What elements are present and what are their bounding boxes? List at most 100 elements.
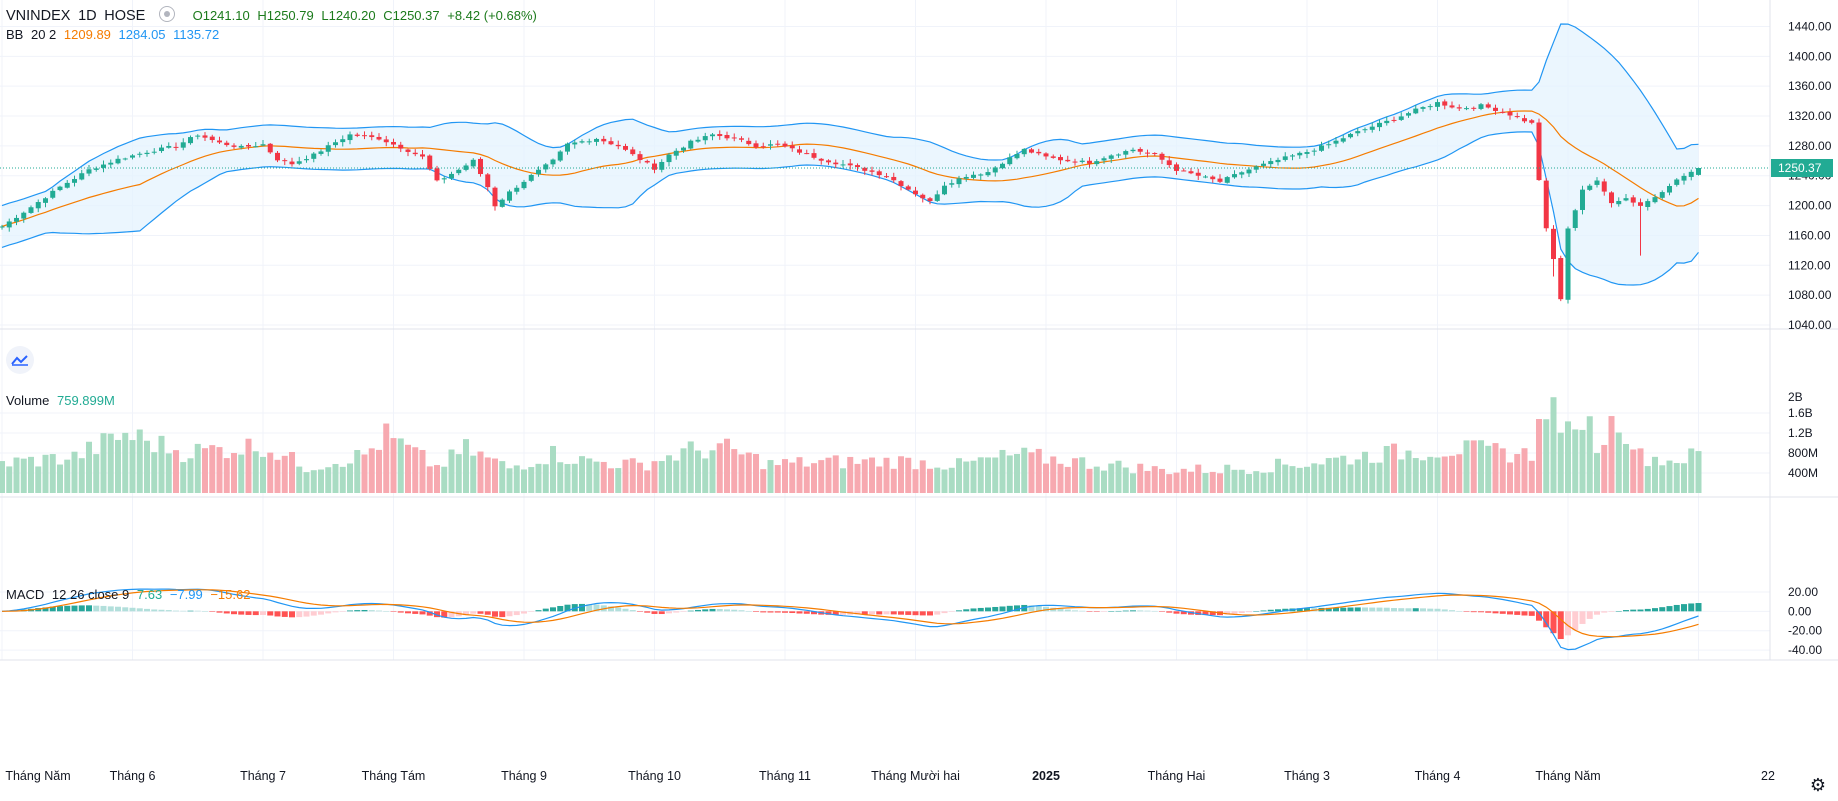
volume-bar: [637, 462, 643, 493]
volume-bar: [724, 438, 730, 493]
candle-body: [594, 138, 599, 142]
time-tick-label[interactable]: Tháng Tám: [362, 769, 426, 783]
time-tick-label[interactable]: Tháng 7: [240, 769, 286, 783]
candle-body: [1311, 150, 1317, 152]
volume-bar: [963, 461, 970, 493]
macd-histogram-bar: [673, 611, 680, 613]
interval-label[interactable]: 1D: [78, 8, 97, 24]
bb-legend[interactable]: BB 20 2 1209.89 1284.05 1135.72: [6, 27, 223, 43]
candle-body: [1253, 166, 1259, 170]
macd-name[interactable]: MACD: [6, 587, 45, 602]
macd-histogram-bar: [637, 611, 643, 612]
time-tick-label[interactable]: 22: [1761, 769, 1775, 783]
macd-histogram-bar: [1369, 607, 1376, 612]
volume-bar: [310, 470, 317, 493]
candle-body: [1319, 145, 1324, 151]
time-tick-label[interactable]: Tháng Mười hai: [871, 769, 960, 783]
time-tick-label[interactable]: Tháng Hai: [1148, 769, 1206, 783]
candle-body: [311, 153, 317, 159]
time-tick-label[interactable]: Tháng 11: [759, 769, 811, 783]
bb-basis-value: 1209.89: [63, 27, 111, 42]
macd-pane[interactable]: [1, 588, 1702, 651]
volume-bar: [832, 455, 839, 493]
volume-bar: [1231, 469, 1238, 493]
candle-body: [318, 151, 324, 154]
settings-gear-icon[interactable]: ⚙: [1809, 775, 1826, 795]
macd-histogram-bar: [1514, 611, 1521, 615]
macd-histogram-bar: [1405, 608, 1412, 612]
volume-bar: [1681, 463, 1687, 493]
candle-body: [840, 164, 846, 166]
time-tick-label[interactable]: Tháng 9: [501, 769, 547, 783]
volume-legend[interactable]: Volume 759.899M: [6, 393, 119, 409]
candle-body: [1232, 174, 1237, 178]
macd-histogram-bar: [1151, 610, 1158, 612]
time-tick-label[interactable]: Tháng Năm: [5, 769, 70, 783]
time-tick-label[interactable]: Tháng 10: [628, 769, 681, 783]
time-tick-label[interactable]: Tháng 6: [110, 769, 156, 783]
time-tick-label[interactable]: Tháng 4: [1415, 769, 1461, 783]
volume-bar: [774, 465, 781, 493]
candle-body: [652, 163, 657, 170]
volume-bar: [1666, 460, 1673, 493]
candle-body: [166, 145, 172, 148]
macd-histogram-bar: [274, 611, 281, 617]
volume-bar: [463, 439, 469, 493]
macd-legend[interactable]: MACD 12 26 close 9 7.63 −7.99 −15.62: [6, 587, 254, 603]
volume-bar: [796, 457, 803, 493]
volume-bar: [927, 468, 933, 493]
main-legend[interactable]: VNINDEX 1D HOSE O1241.10 H1250.79 L1240.…: [6, 6, 541, 24]
volume-bar: [1151, 466, 1158, 493]
tradingview-logo-icon[interactable]: [6, 346, 34, 374]
candle-body: [1442, 101, 1448, 106]
macd-histogram-bar: [434, 611, 440, 618]
volume-pane[interactable]: [0, 397, 1702, 493]
candle-body: [1580, 189, 1585, 210]
macd-histogram-bar: [1463, 611, 1470, 612]
macd-histogram-bar: [825, 611, 832, 615]
volume-bar: [1050, 456, 1057, 493]
candle-body: [340, 139, 346, 143]
volume-bar: [970, 460, 977, 493]
macd-histogram-bar: [1180, 611, 1187, 615]
candle-body: [1529, 120, 1535, 123]
volume-tick-label: 2B: [1788, 390, 1803, 404]
time-tick-label[interactable]: Tháng Năm: [1535, 769, 1600, 783]
volume-bar: [840, 468, 846, 493]
volume-bar: [448, 449, 455, 493]
volume-name[interactable]: Volume: [6, 393, 50, 408]
macd-histogram-bar: [1057, 608, 1064, 612]
candle-body: [514, 187, 520, 192]
candle-body: [180, 142, 186, 148]
macd-line-value: −7.99: [169, 587, 203, 602]
candle-body: [151, 151, 157, 153]
candle-body: [891, 176, 897, 181]
macd-histogram-bar: [1035, 605, 1042, 612]
macd-histogram-bar: [202, 611, 208, 612]
candle-body: [1029, 149, 1034, 153]
price-axis[interactable]: 1040.001080.001120.001160.001200.001240.…: [1771, 19, 1833, 657]
time-axis[interactable]: Tháng Năm Tháng 6 Tháng 7 Tháng Tám Tháng 9 T…: [5, 769, 1775, 783]
time-tick-label[interactable]: Tháng 3: [1284, 769, 1330, 783]
volume-bar: [992, 457, 999, 493]
candle-body: [188, 137, 193, 144]
macd-histogram-bar: [93, 605, 100, 612]
bb-name[interactable]: BB: [6, 27, 24, 42]
macd-histogram-bar: [332, 611, 339, 613]
time-tick-label[interactable]: 2025: [1032, 769, 1060, 783]
candle-body: [492, 187, 498, 207]
macd-histogram-bar: [1267, 609, 1274, 612]
candle-body: [449, 173, 454, 179]
macd-histogram-bar: [934, 611, 941, 615]
volume-bar: [64, 459, 71, 493]
volume-bar: [1383, 446, 1390, 493]
volume-bar: [695, 450, 701, 493]
candle-body: [1696, 167, 1701, 175]
price-pane[interactable]: [0, 23, 1770, 304]
symbol-label[interactable]: VNINDEX: [6, 8, 71, 24]
market-status-icon[interactable]: [158, 6, 175, 22]
candle-body: [28, 207, 34, 213]
macd-histogram-bar: [470, 611, 477, 614]
